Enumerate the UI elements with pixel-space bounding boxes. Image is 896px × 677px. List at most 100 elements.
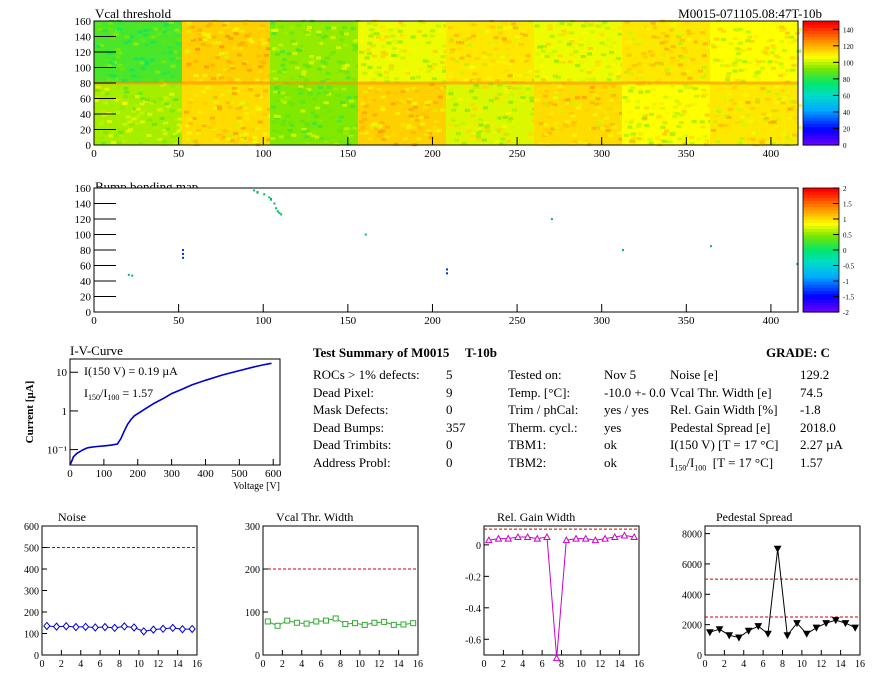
pixel-speckle — [766, 23, 772, 27]
pixel-speckle — [336, 93, 342, 97]
pixel-speckle — [98, 70, 104, 74]
dead-bump — [127, 273, 130, 276]
pixel-speckle — [730, 25, 736, 29]
pixel-speckle — [599, 41, 605, 45]
pixel-speckle — [464, 108, 470, 112]
pixel-speckle — [400, 24, 406, 28]
pixel-speckle — [210, 63, 216, 67]
pixel-speckle — [187, 122, 193, 126]
pixel-speckle — [137, 30, 143, 34]
roc-y-tick-label: -0.2 — [465, 572, 481, 583]
pixel-speckle — [417, 125, 423, 129]
pixel-speckle — [161, 28, 167, 32]
pixel-speckle — [529, 96, 535, 100]
pixel-speckle — [450, 48, 456, 52]
pixel-speckle — [193, 59, 198, 63]
roc-x-tick-label: 0 — [703, 659, 708, 670]
pixel-speckle — [252, 139, 258, 143]
roc-x-tick-label: 16 — [413, 659, 423, 670]
pixel-speckle — [544, 89, 550, 93]
pixel-speckle — [112, 134, 118, 138]
pixel-speckle — [111, 140, 117, 144]
x-tick-label: 50 — [173, 315, 185, 327]
pixel-speckle — [345, 127, 351, 131]
pixel-speckle — [119, 67, 125, 71]
pixel-speckle — [169, 109, 175, 113]
pixel-speckle — [617, 32, 623, 36]
pixel-speckle — [578, 38, 584, 42]
pixel-speckle — [186, 62, 192, 66]
pixel-speckle — [372, 113, 378, 117]
pixel-speckle — [782, 77, 788, 81]
pixel-speckle — [539, 142, 545, 146]
pixel-speckle — [424, 133, 430, 137]
pixel-speckle — [355, 124, 361, 128]
pixel-speckle — [501, 36, 507, 40]
summary-left-value: 357 — [446, 419, 466, 435]
pixel-speckle — [258, 65, 264, 69]
pixel-speckle — [454, 60, 460, 64]
pixel-speckle — [544, 54, 550, 58]
roc-x-tick-label: 8 — [559, 659, 564, 670]
pixel-speckle — [613, 134, 619, 138]
pixel-speckle — [525, 54, 531, 58]
pixel-speckle — [465, 97, 471, 101]
pixel-speckle — [631, 141, 637, 145]
pixel-speckle — [372, 71, 378, 75]
pixel-speckle — [155, 70, 161, 74]
pixel-speckle — [249, 40, 255, 44]
pixel-speckle — [205, 56, 211, 60]
data-point — [783, 632, 792, 640]
pixel-speckle — [771, 109, 777, 113]
pixel-speckle — [202, 34, 208, 38]
pixel-speckle — [448, 51, 454, 55]
pixel-speckle — [254, 105, 260, 109]
colorbar-band — [803, 132, 839, 137]
summary-mid-label: TBM2: — [508, 454, 547, 470]
pixel-speckle — [352, 47, 358, 51]
pixel-speckle — [487, 41, 493, 45]
roc-y-tick-label: 6000 — [682, 560, 702, 571]
x-tick-label: 350 — [678, 315, 695, 327]
pixel-speckle — [388, 57, 394, 61]
pixel-speckle — [193, 35, 199, 39]
pixel-speckle — [218, 30, 224, 34]
pixel-speckle — [184, 65, 190, 69]
pixel-speckle — [791, 116, 797, 120]
pixel-speckle — [358, 98, 364, 102]
pixel-speckle — [141, 39, 147, 43]
pixel-speckle — [766, 97, 772, 101]
pixel-speckle — [689, 135, 695, 139]
data-point — [715, 626, 724, 634]
summary-mid-label: Temp. [°C]: — [508, 384, 571, 400]
pixel-speckle — [129, 95, 135, 99]
pixel-speckle — [310, 59, 316, 63]
pixel-speckle — [706, 86, 712, 90]
pixel-speckle — [358, 120, 364, 124]
pixel-speckle — [237, 43, 243, 47]
pixel-speckle — [139, 61, 145, 65]
pixel-speckle — [639, 76, 645, 80]
roc-x-tick-label: 4 — [299, 659, 304, 670]
roc-x-tick-label: 12 — [374, 659, 384, 670]
pixel-speckle — [255, 84, 261, 88]
pixel-speckle — [397, 29, 403, 33]
pixel-speckle — [168, 50, 174, 54]
pixel-speckle — [796, 103, 802, 107]
pixel-speckle — [543, 94, 549, 98]
pixel-speckle — [197, 28, 203, 32]
pixel-speckle — [704, 50, 710, 54]
pixel-speckle — [234, 27, 240, 31]
pixel-speckle — [667, 140, 673, 144]
pixel-speckle — [273, 114, 279, 118]
pixel-speckle — [658, 102, 664, 106]
pixel-speckle — [484, 125, 490, 129]
pixel-speckle — [432, 109, 438, 113]
roc-x-tick-label: 14 — [836, 659, 846, 670]
pixel-speckle — [263, 89, 269, 93]
pixel-speckle — [102, 28, 108, 32]
pixel-speckle — [490, 122, 496, 126]
pixel-speckle — [583, 142, 589, 146]
colorbar-band — [803, 225, 839, 229]
pixel-speckle — [146, 20, 152, 24]
